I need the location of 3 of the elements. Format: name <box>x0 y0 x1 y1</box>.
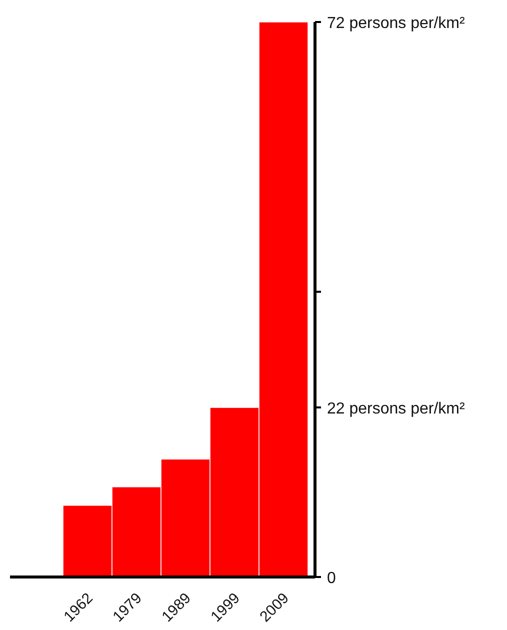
y-tick-label: 0 <box>327 570 336 587</box>
y-tick-label: 72 persons per/km² <box>327 15 466 32</box>
y-tick-label: 22 persons per/km² <box>327 400 466 418</box>
